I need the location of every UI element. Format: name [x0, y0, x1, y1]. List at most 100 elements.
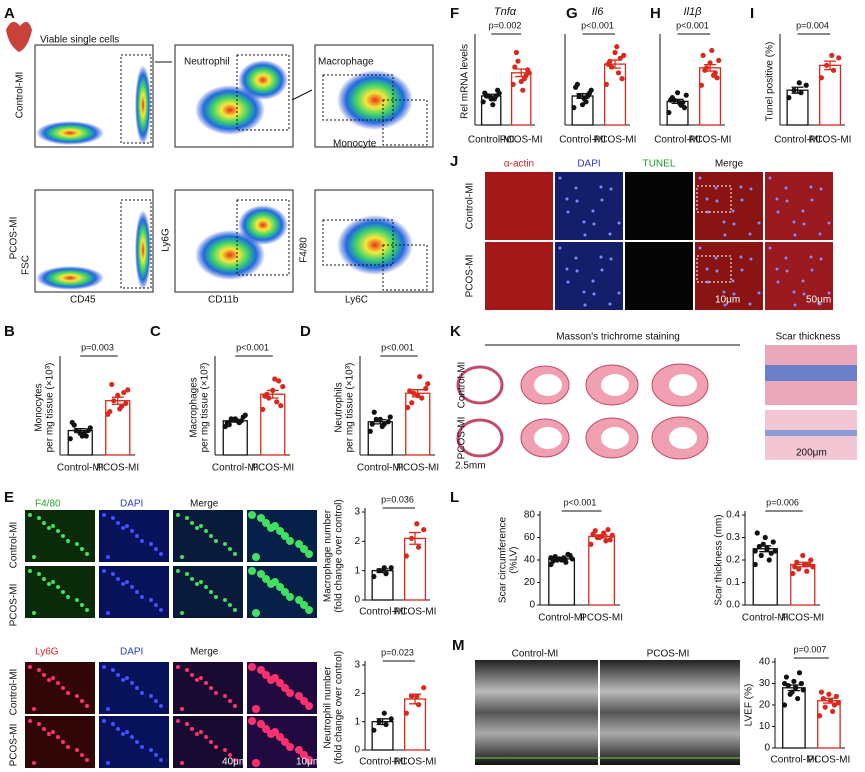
cell [305, 756, 313, 764]
cell [204, 585, 208, 589]
chart-title: Il6 [592, 6, 605, 18]
nucleus [608, 302, 612, 306]
row-label: Control-MI [465, 183, 476, 230]
data-point [376, 568, 382, 574]
cell [248, 717, 256, 725]
cell [286, 537, 294, 545]
data-point [77, 430, 83, 436]
data-point [590, 531, 596, 537]
cell [190, 727, 194, 731]
x-tick-label: PCOS-MI [500, 135, 543, 146]
data-point [607, 537, 613, 543]
nucleus [599, 185, 603, 189]
data-point [387, 414, 393, 420]
nucleus [775, 197, 779, 201]
data-point [403, 553, 409, 559]
nucleus [705, 267, 709, 271]
data-point [608, 64, 615, 70]
data-point [716, 57, 722, 63]
cell [47, 526, 51, 530]
cell [85, 608, 89, 612]
data-point [709, 47, 715, 54]
y-tick-label: 10 [759, 721, 771, 732]
cell [130, 681, 134, 685]
data-point [238, 418, 244, 424]
data-point [369, 421, 375, 427]
data-point [808, 557, 814, 563]
data-point [700, 52, 706, 59]
panel-letter: B [4, 323, 15, 340]
scale-bar-label: 10μm [296, 625, 321, 636]
cell [102, 513, 106, 517]
image [99, 566, 169, 618]
nucleus [809, 185, 813, 189]
data-point [579, 102, 586, 108]
cell [257, 720, 265, 728]
cell [281, 684, 289, 692]
cell [154, 603, 158, 607]
channel-label: α-actin [504, 159, 534, 170]
bar [790, 563, 816, 606]
nucleus [740, 268, 744, 272]
data-point [576, 93, 582, 99]
x-tick-label: PCOS-MI [689, 135, 732, 146]
image [236, 54, 290, 131]
data-point [829, 52, 835, 59]
data-point [768, 550, 774, 556]
data-point [371, 409, 377, 415]
scale-bar-label: 50μm [806, 295, 831, 306]
data-point [793, 685, 799, 691]
cell [56, 681, 60, 685]
nucleus [810, 198, 814, 202]
cell [295, 746, 303, 754]
cell [125, 676, 129, 680]
column-label: Control-MI [512, 649, 559, 660]
scale-bar-label: 10μm [715, 295, 740, 306]
nucleus [785, 269, 789, 273]
flow-density [238, 60, 288, 100]
p-value: p<0.001 [381, 342, 414, 352]
data-point [421, 527, 427, 533]
y-tick-label: 0 [764, 743, 770, 754]
channel-label: DAPI [120, 499, 143, 510]
data-point [617, 55, 623, 61]
data-point [794, 559, 800, 565]
data-point [107, 408, 113, 415]
nucleus [715, 199, 719, 203]
cell [195, 678, 199, 682]
y-axis-label: per mg tissue (×10³) [200, 363, 211, 453]
data-point [810, 564, 816, 570]
cell [66, 745, 70, 749]
data-point [408, 535, 415, 542]
cell [281, 588, 289, 596]
image [120, 54, 152, 144]
row-label: PCOS-MI [457, 417, 468, 460]
cell [75, 694, 79, 698]
cell [199, 730, 203, 734]
y-axis-label: (%LV) [509, 546, 520, 573]
data-point [379, 423, 385, 430]
data-point [408, 693, 415, 699]
cell [180, 611, 184, 615]
data-point [822, 704, 828, 710]
cell [121, 678, 125, 682]
data-point [117, 406, 123, 412]
cell [135, 590, 139, 594]
data-point [756, 543, 762, 550]
data-point [786, 95, 792, 101]
data-point [125, 387, 131, 393]
image [173, 566, 243, 618]
lumen [534, 374, 562, 396]
y-axis-label: Macrophage number [323, 509, 334, 602]
channel-label: TUNEL [643, 159, 676, 170]
panel-letter: C [150, 323, 161, 340]
cell [121, 582, 125, 586]
cell [176, 569, 180, 573]
cell [106, 707, 110, 711]
nucleus [617, 291, 621, 295]
data-point [488, 96, 494, 102]
data-point [419, 395, 425, 401]
y-tick-label: 0.3 [726, 532, 740, 543]
x-tick-label: Control-MI [654, 135, 701, 146]
panel-letter: E [4, 489, 14, 506]
